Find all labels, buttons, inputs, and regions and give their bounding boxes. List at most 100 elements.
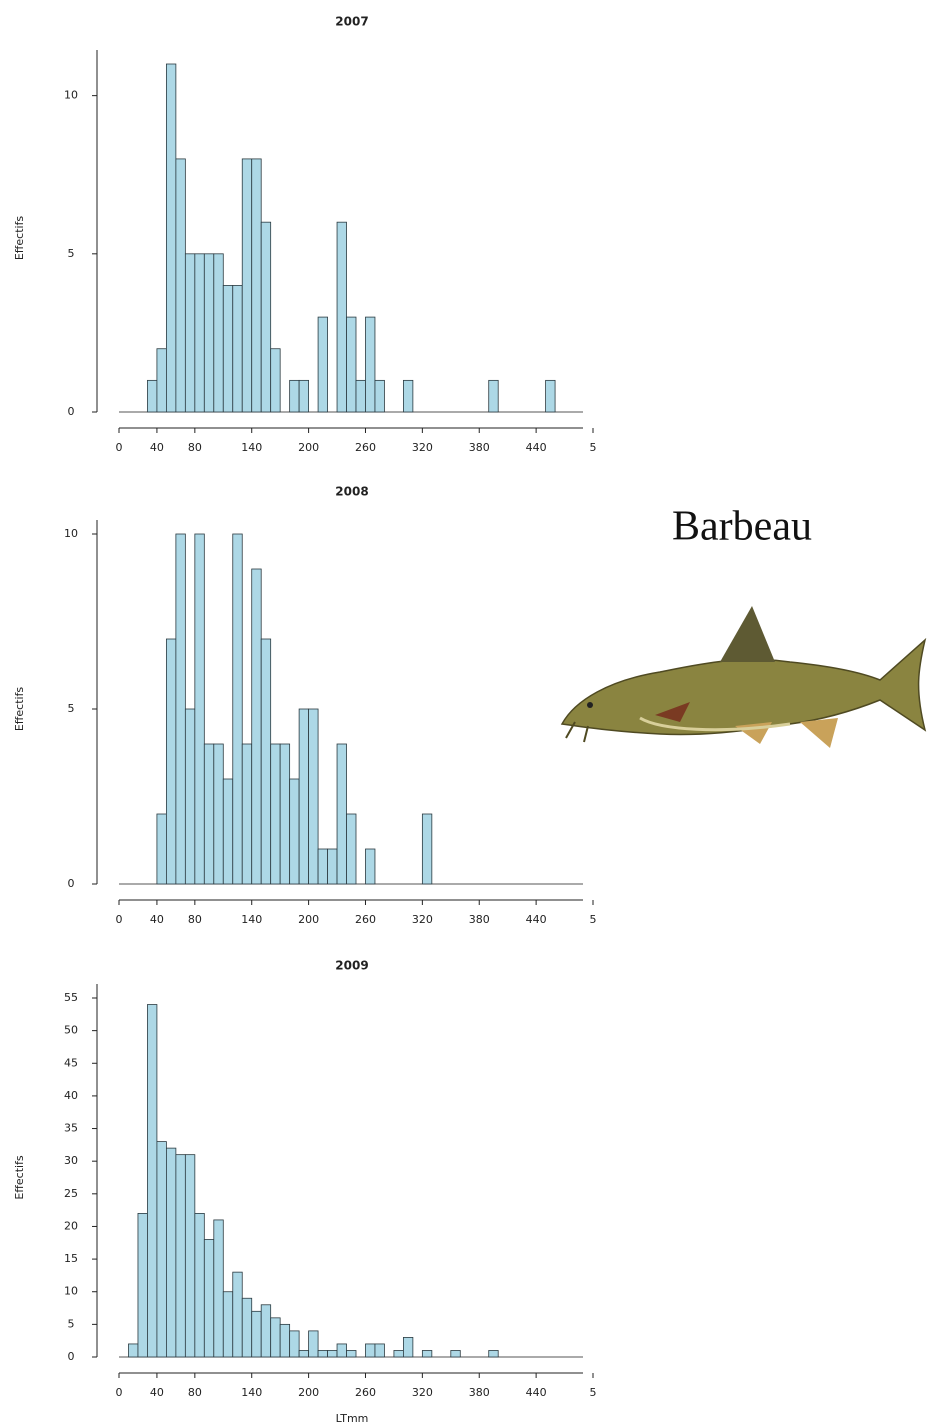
histogram-bar: [175, 533, 186, 885]
fish-eye: [587, 702, 593, 708]
y-tick-label: 15: [64, 1252, 78, 1265]
x-tick-label: 380: [469, 913, 490, 926]
histogram-bar: [289, 1330, 300, 1358]
y-tick-label: 5: [68, 702, 75, 715]
y-tick-label: 50: [64, 1024, 78, 1037]
histogram-bar: [421, 813, 433, 885]
fish-illustration: [560, 606, 927, 748]
fish-body: [560, 637, 927, 736]
x-tick-label: 40: [150, 441, 164, 454]
x-tick-label: 200: [298, 913, 319, 926]
histogram-bar: [298, 379, 309, 413]
histogram-bar: [213, 743, 224, 885]
x-tick-label: 140: [241, 1386, 262, 1399]
histogram-bar: [184, 708, 196, 885]
histogram-bar: [156, 348, 167, 413]
histogram-bar: [450, 1350, 461, 1358]
x-tick-label: 440: [526, 913, 547, 926]
x-tick-label: 40: [150, 1386, 164, 1399]
y-axis-label: Effectifs: [13, 1155, 26, 1200]
x-tick-label: 380: [469, 441, 490, 454]
x-tick-label: 0: [116, 1386, 123, 1399]
y-tick-label: 55: [64, 991, 78, 1004]
y-tick-label: 10: [64, 1285, 78, 1298]
histogram-bar: [545, 379, 556, 413]
x-tick-label: 140: [241, 441, 262, 454]
histogram-bar: [156, 813, 167, 885]
y-tick-label: 5: [68, 1317, 75, 1330]
histogram-bar: [488, 1350, 499, 1358]
histogram-bar: [260, 638, 272, 885]
histogram-bar: [336, 1343, 347, 1358]
histogram-bar: [156, 1141, 167, 1358]
histogram-bar: [165, 63, 177, 413]
x-tick-label: 320: [412, 1386, 433, 1399]
histogram-bar: [251, 568, 262, 885]
y-tick-label: 40: [64, 1089, 78, 1102]
y-tick-label: 5: [68, 247, 75, 260]
chart-title: 2008: [335, 485, 368, 499]
histogram-bar: [222, 285, 234, 413]
y-tick-label: 45: [64, 1056, 78, 1069]
histogram-bar: [270, 743, 281, 885]
histogram-bar: [279, 1323, 291, 1358]
histogram-bar: [336, 743, 347, 885]
histogram-bar: [184, 253, 196, 413]
histogram-bar: [147, 1004, 158, 1358]
histogram-bar: [374, 1343, 385, 1358]
x-tick-label: 5: [590, 913, 597, 926]
histogram-bar: [165, 1147, 177, 1358]
histogram-bar: [270, 1317, 281, 1358]
histogram-bar: [402, 1337, 414, 1358]
histogram-bar: [298, 708, 309, 885]
x-axis-label: LTmm: [336, 1412, 369, 1425]
histogram-bar: [421, 1350, 433, 1358]
histogram-bar: [279, 743, 291, 885]
histogram-bar: [317, 316, 328, 413]
x-tick-label: 200: [298, 1386, 319, 1399]
histogram-bar: [402, 379, 414, 413]
x-tick-label: 260: [355, 1386, 376, 1399]
x-tick-label: 80: [188, 1386, 202, 1399]
histogram-bar: [165, 638, 177, 885]
species-label: Barbeau: [672, 504, 812, 550]
histogram-bar: [147, 379, 158, 413]
x-tick-label: 380: [469, 1386, 490, 1399]
y-tick-label: 0: [68, 405, 75, 418]
histogram-bar: [194, 1213, 205, 1358]
y-tick-label: 35: [64, 1122, 78, 1135]
histogram-bar: [128, 1343, 139, 1358]
x-tick-label: 260: [355, 441, 376, 454]
histogram-bar: [213, 253, 224, 413]
histogram-bar: [241, 1297, 253, 1358]
histogram-bar: [270, 348, 281, 413]
histogram-bar: [346, 813, 357, 885]
histogram-bar: [298, 1350, 309, 1358]
y-tick-label: 25: [64, 1187, 78, 1200]
x-tick-label: 80: [188, 913, 202, 926]
fish-dorsal-fin: [720, 606, 775, 662]
fish-pectoral-fin: [655, 702, 690, 722]
histogram-bar: [327, 1350, 338, 1358]
histogram-bar: [194, 253, 205, 413]
y-axis-label: Effectifs: [13, 687, 26, 732]
histogram-bar: [203, 253, 215, 413]
histogram-bar: [241, 158, 253, 413]
histogram-bar: [194, 533, 205, 885]
histogram-bar: [355, 379, 366, 413]
histogram-bar: [175, 1154, 186, 1358]
y-tick-label: 0: [68, 877, 75, 890]
histogram-bar: [365, 1343, 376, 1358]
histogram-bar: [203, 1239, 215, 1358]
x-tick-label: 200: [298, 441, 319, 454]
histogram-bar: [241, 743, 253, 885]
histogram-bar: [317, 848, 328, 885]
histogram-bar: [393, 1350, 404, 1358]
histogram-bar: [213, 1219, 224, 1358]
y-tick-label: 20: [64, 1219, 78, 1232]
histogram-bar: [336, 221, 347, 413]
histogram-bar: [232, 285, 243, 413]
y-axis-label: Effectifs: [13, 216, 26, 261]
x-tick-label: 5: [590, 1386, 597, 1399]
